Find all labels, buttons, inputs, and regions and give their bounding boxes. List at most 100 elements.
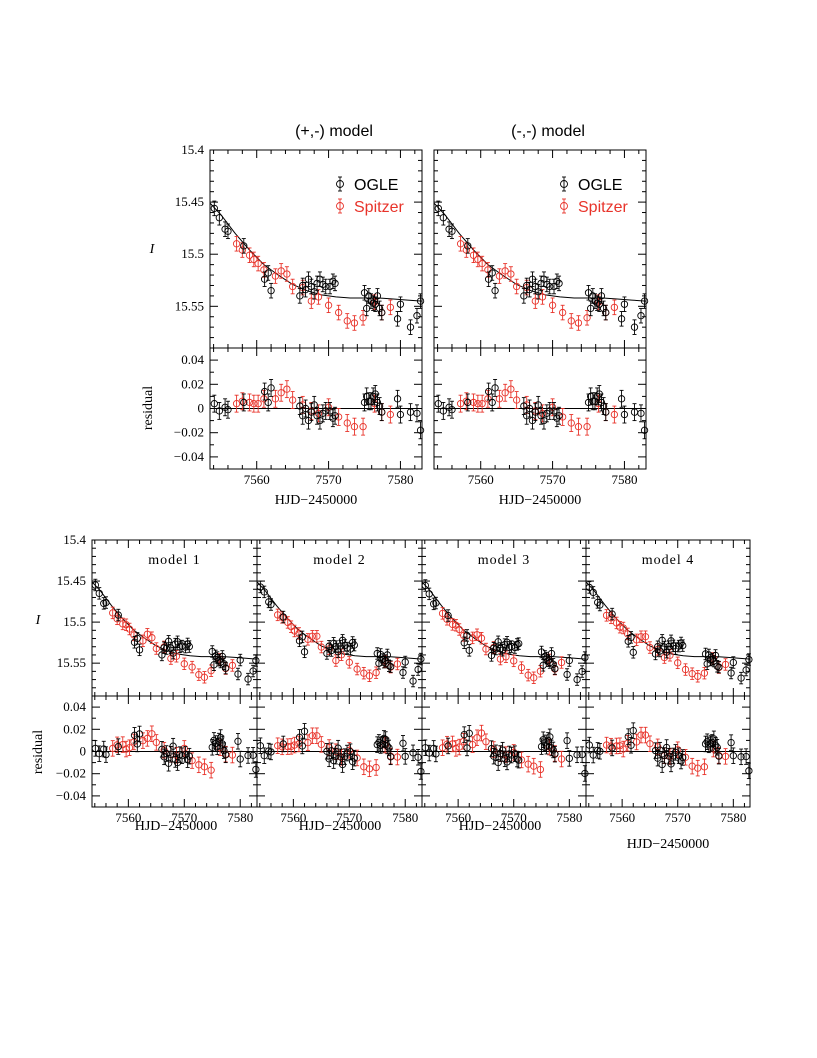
ogle-res-point <box>662 739 671 756</box>
ogle-mag-point <box>596 598 604 612</box>
ogle-res-point <box>448 400 456 419</box>
ogle-mag-point <box>599 300 608 317</box>
ogle-res-point <box>439 402 447 420</box>
spitzer-res-point <box>530 757 538 775</box>
spitzer-mag-point <box>456 236 465 252</box>
x-tick-label: 7580 <box>392 810 418 825</box>
ogle-res-point <box>608 739 616 757</box>
x-tick-label: 7570 <box>665 810 691 825</box>
ogle-res-point <box>551 745 559 763</box>
spitzer-mag-point <box>646 641 654 654</box>
ogle-mag-point <box>135 643 144 657</box>
spitzer-mag-point <box>700 666 709 680</box>
ogle-res-point <box>627 737 635 754</box>
ogle-mag-point <box>393 311 402 327</box>
ogle-mag-point <box>399 666 407 679</box>
ogle-res-point <box>215 402 223 420</box>
ogle-res-point <box>378 403 386 422</box>
ogle-mag-point <box>256 580 265 594</box>
ogle-res-point <box>185 747 193 765</box>
ogle-res-point <box>267 379 275 397</box>
spitzer-res-point <box>602 736 611 754</box>
ogle-res-point <box>218 735 226 753</box>
ogle-res-point <box>416 421 425 440</box>
ogle-res-point <box>264 393 272 412</box>
spitzer-res-point <box>360 758 368 776</box>
ogle-mag-point <box>401 655 409 669</box>
spitzer-mag-point <box>345 656 353 669</box>
ogle-res-point <box>432 745 440 763</box>
spitzer-mag-point <box>641 630 650 643</box>
ogle-mag-point <box>492 642 500 656</box>
ogle-mag-point <box>594 596 602 609</box>
spitzer-mag-point <box>510 654 518 668</box>
ogle-mag-point <box>378 304 386 321</box>
y-axis-label-top: I <box>35 613 42 628</box>
x-tick-label: 7560 <box>445 810 471 825</box>
spitzer-res-point <box>200 758 209 776</box>
x-tick-label: 7560 <box>609 810 635 825</box>
ogle-res-point <box>334 739 342 757</box>
ogle-res-point <box>310 395 318 414</box>
spitzer-mag-point <box>143 628 152 641</box>
spitzer-mag-point <box>637 630 645 643</box>
legend-entry-spitzer: Spitzer <box>560 198 628 216</box>
ogle-mag-point <box>244 672 252 686</box>
y-axis-label-bottom: residual <box>141 386 156 430</box>
legend-entry-ogle: OGLE <box>336 176 398 194</box>
ogle-mag-point <box>185 640 193 653</box>
ogle-res-point <box>520 397 528 415</box>
spitzer-res-point <box>143 730 152 747</box>
spitzer-mag-point <box>393 657 402 671</box>
spitzer-res-point <box>484 389 492 408</box>
ogle-res-point <box>387 748 395 766</box>
ogle-res-point <box>460 726 468 743</box>
x-axis-label: HJD−2450000 <box>499 493 582 508</box>
ogle-res-point <box>331 406 339 425</box>
spitzer-res-point <box>283 380 291 399</box>
ogle-mag-point <box>581 651 589 664</box>
ogle-res-point <box>737 748 745 766</box>
ogle-res-point <box>715 747 723 765</box>
ogle-res-point <box>267 743 275 761</box>
ogle-res-point <box>578 746 586 763</box>
spitzer-mag-point <box>245 247 254 263</box>
y-tick-label: −0.02 <box>174 425 204 440</box>
spitzer-res-point <box>386 405 395 424</box>
ogle-res-point <box>385 739 393 757</box>
spitzer-res-point <box>507 380 515 399</box>
spitzer-res-point <box>455 738 463 756</box>
y-axis-label-top: I <box>149 242 156 257</box>
legend-entry-ogle: OGLE <box>560 176 622 194</box>
ogle-res-point <box>596 743 604 760</box>
ogle-res-point <box>484 382 493 401</box>
ogle-mag-point <box>565 654 573 667</box>
ogle-res-point <box>630 403 639 422</box>
ogle-mag-point <box>494 635 502 649</box>
spitzer-mag-point <box>548 297 557 314</box>
ogle-res-point <box>434 394 442 413</box>
spitzer-mag-point <box>308 630 317 643</box>
ogle-res-point <box>249 747 257 764</box>
ogle-mag-point <box>164 635 173 648</box>
ogle-mag-point <box>667 634 675 648</box>
spitzer-mag-point <box>200 671 209 684</box>
spitzer-mag-point <box>530 671 538 684</box>
ogle-res-point <box>494 754 502 771</box>
spitzer-mag-point <box>250 251 258 268</box>
ogle-res-point <box>296 397 304 415</box>
x-tick-label: 7570 <box>501 810 527 825</box>
spitzer-mag-point <box>288 278 297 295</box>
ogle-mag-point <box>91 578 100 592</box>
ogle-res-point <box>221 398 229 417</box>
ogle-mag-point <box>95 587 103 600</box>
ogle-res-point <box>279 735 287 753</box>
ogle-res-point <box>91 740 100 757</box>
ogle-mag-point <box>620 296 629 312</box>
ogle-res-point <box>341 748 349 765</box>
spitzer-res-point <box>207 761 215 779</box>
ogle-res-point <box>637 404 645 423</box>
spitzer-mag-point <box>574 315 583 331</box>
legend-label: Spitzer <box>354 199 404 216</box>
ogle-mag-point <box>617 311 626 327</box>
